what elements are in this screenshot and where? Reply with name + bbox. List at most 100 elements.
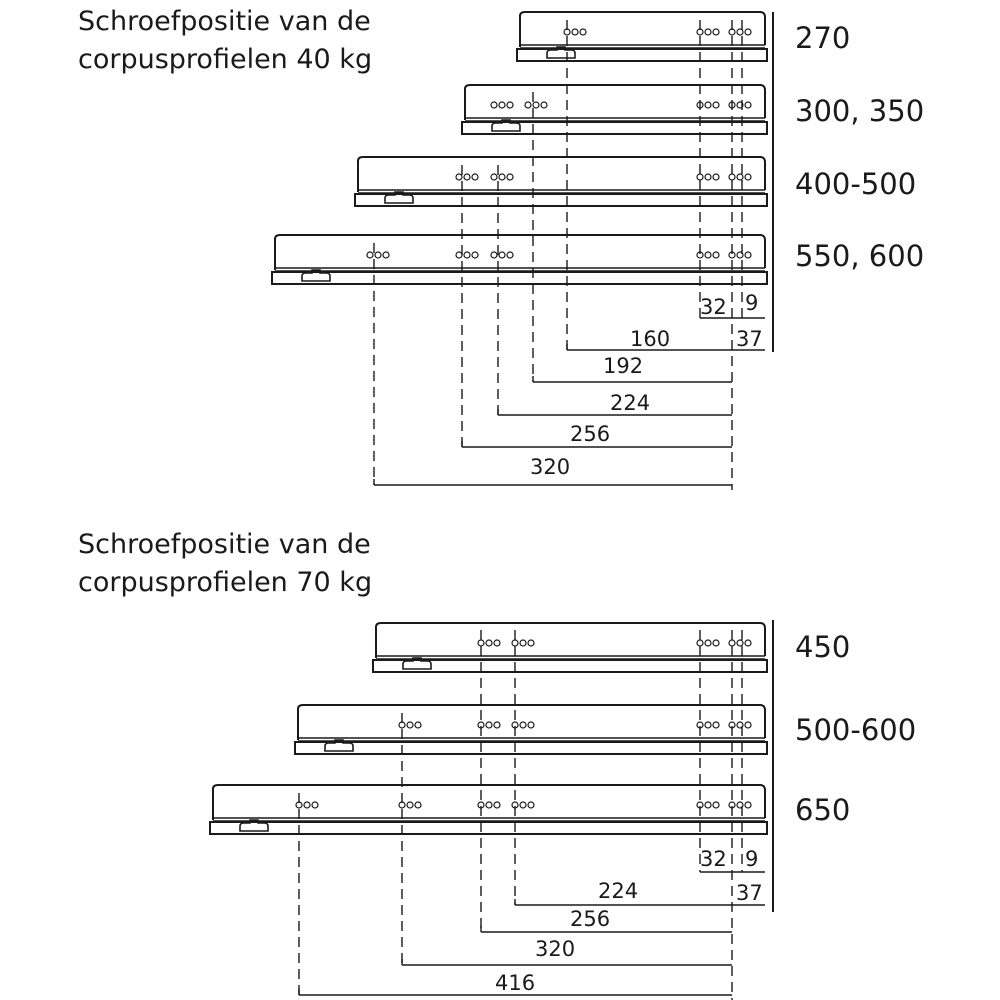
rail-length-label: 650 (795, 793, 850, 827)
rail-body (375, 622, 766, 658)
screw-hole-icon (704, 721, 712, 729)
screw-hole-icon (704, 173, 712, 181)
screw-hole-icon (712, 801, 720, 809)
dimension-label: 320 (535, 937, 575, 961)
section-title-line2: corpusprofielen 40 kg (78, 44, 372, 75)
screw-hole-icon (524, 101, 532, 109)
dimension-label: 320 (530, 455, 570, 479)
rail-drawings (209, 11, 774, 1000)
screw-hole-icon (696, 639, 704, 647)
screw-hole-icon (511, 639, 519, 647)
rail-body (274, 234, 766, 270)
release-lever-icon (402, 657, 432, 670)
screw-hole-icon (374, 251, 382, 259)
rail-body (464, 84, 766, 120)
screw-hole-icon (527, 721, 535, 729)
rail-runner (354, 193, 768, 207)
screw-hole-icon (382, 251, 390, 259)
section-title-line2: corpusprofielen 70 kg (78, 567, 372, 598)
screw-hole-icon (736, 28, 744, 36)
screw-hole-icon (704, 251, 712, 259)
rail-length-label: 500-600 (795, 713, 916, 747)
screw-hole-icon (532, 101, 540, 109)
dimension-label: 192 (603, 354, 643, 378)
screw-hole-icon (455, 251, 463, 259)
screw-hole-icon (463, 251, 471, 259)
dimension-label: 224 (610, 391, 650, 415)
screw-hole-icon (506, 101, 514, 109)
release-lever-icon (384, 191, 414, 204)
screw-hole-icon (498, 101, 506, 109)
screw-hole-icon (736, 639, 744, 647)
screw-hole-icon (311, 801, 319, 809)
screw-hole-icon (485, 801, 493, 809)
screw-hole-icon (736, 173, 744, 181)
screw-hole-icon (736, 251, 744, 259)
screw-hole-icon (485, 639, 493, 647)
screw-hole-icon (493, 721, 501, 729)
screw-hole-icon (498, 251, 506, 259)
screw-hole-icon (712, 721, 720, 729)
section-70kg: Schroefpositie van de corpusprofielen 70… (78, 529, 916, 995)
screw-hole-icon (736, 721, 744, 729)
screw-hole-icon (498, 173, 506, 181)
rail-length-label: 450 (795, 630, 850, 664)
rail-length-label: 300, 350 (795, 94, 924, 128)
screw-hole-icon (696, 173, 704, 181)
screw-hole-icon (414, 721, 422, 729)
section-title-line1: Schroefpositie van de (78, 529, 371, 560)
screw-hole-icon (736, 101, 744, 109)
screw-hole-icon (490, 173, 498, 181)
screw-hole-icon (712, 173, 720, 181)
dimension-label: 256 (570, 422, 610, 446)
screw-hole-icon (471, 251, 479, 259)
release-lever-icon (301, 269, 331, 282)
screw-hole-icon (744, 639, 752, 647)
screw-hole-icon (303, 801, 311, 809)
rail-runner (516, 48, 768, 62)
release-lever-icon (546, 46, 576, 59)
screw-hole-icon (712, 28, 720, 36)
screw-hole-icon (712, 101, 720, 109)
screw-hole-icon (527, 801, 535, 809)
rail-body (357, 156, 766, 192)
rail-runner (294, 741, 768, 755)
dimension-label: 32 (700, 295, 727, 319)
screw-hole-icon (579, 28, 587, 36)
dimension-label: 37 (736, 881, 763, 905)
screw-hole-icon (744, 28, 752, 36)
screw-hole-icon (728, 173, 736, 181)
screw-hole-icon (744, 251, 752, 259)
screw-hole-icon (493, 639, 501, 647)
screw-hole-icon (463, 173, 471, 181)
screw-hole-icon (455, 173, 463, 181)
release-lever-icon (491, 119, 521, 132)
screw-hole-icon (414, 801, 422, 809)
rail-body (519, 11, 766, 47)
screw-hole-icon (519, 801, 527, 809)
section-40kg: Schroefpositie van de corpusprofielen 40… (78, 6, 924, 479)
screw-hole-icon (736, 801, 744, 809)
rail-length-label: 550, 600 (795, 239, 924, 273)
screw-hole-icon (506, 251, 514, 259)
dimension-label: 416 (495, 971, 535, 995)
dimension-label: 256 (570, 907, 610, 931)
screw-hole-icon (712, 639, 720, 647)
screw-hole-icon (540, 101, 548, 109)
screw-hole-icon (744, 721, 752, 729)
screw-hole-icon (519, 639, 527, 647)
screw-hole-icon (571, 28, 579, 36)
screw-hole-icon (490, 101, 498, 109)
rail-runner (461, 121, 768, 135)
dimension-label: 9 (745, 847, 758, 871)
screw-hole-icon (406, 801, 414, 809)
screw-hole-icon (704, 28, 712, 36)
dimension-label: 32 (700, 847, 727, 871)
screw-hole-icon (744, 173, 752, 181)
release-lever-icon (324, 739, 354, 752)
screw-hole-icon (519, 721, 527, 729)
rail-runner (209, 821, 768, 835)
screw-hole-icon (493, 801, 501, 809)
dimension-label: 9 (745, 291, 758, 315)
